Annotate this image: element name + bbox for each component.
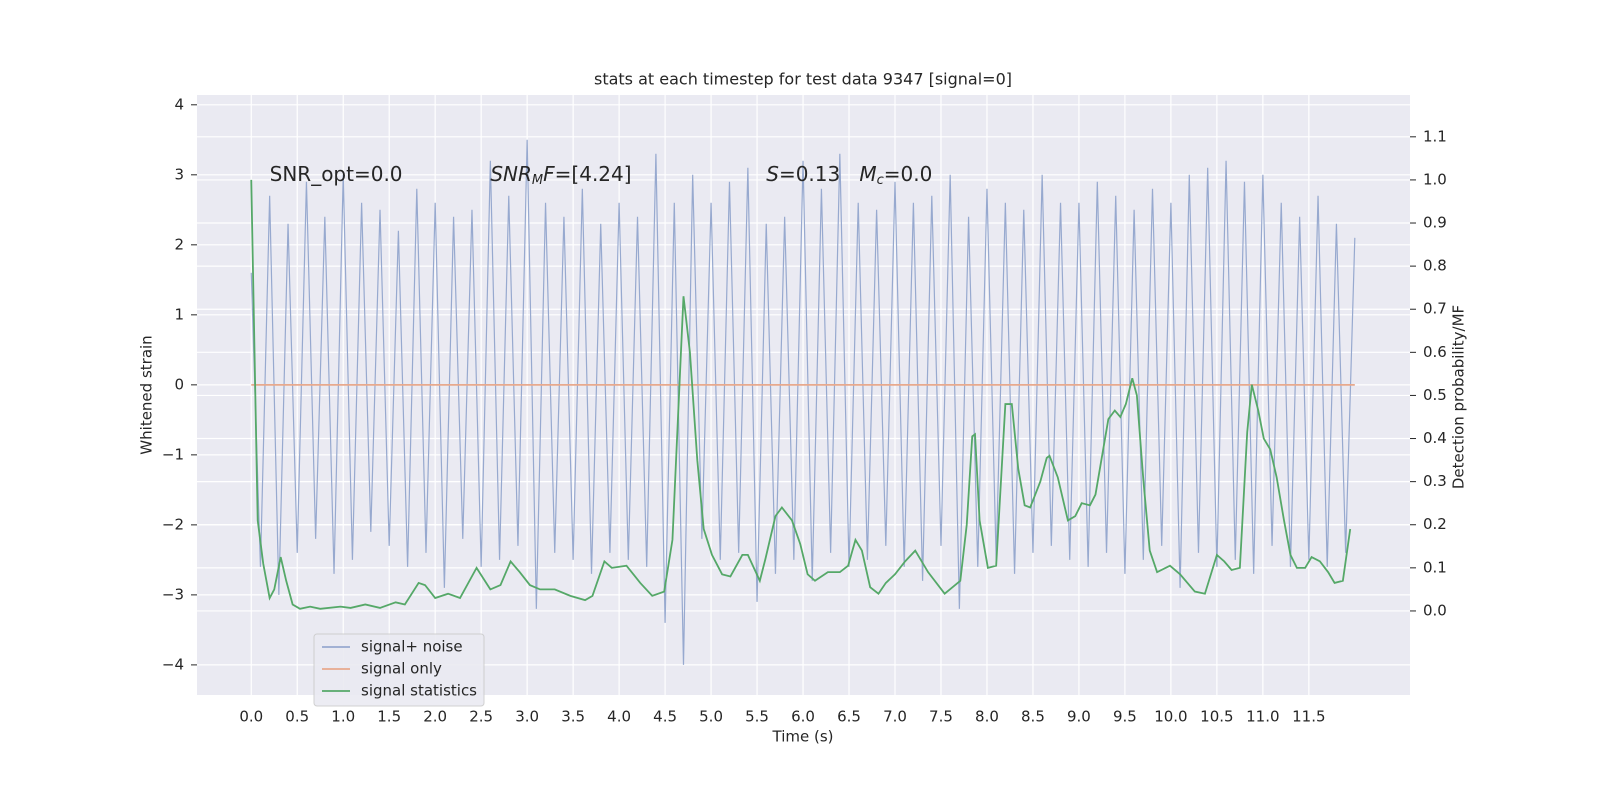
y2-tick-label: 0.8 [1423,257,1447,275]
y2-tick-label: 1.0 [1423,170,1447,188]
x-tick-label: 1.5 [377,708,401,726]
x-tick-label: 9.5 [1113,708,1137,726]
x-tick-label: 8.5 [1021,708,1045,726]
annotation: SNR_opt=0.0 [270,161,403,185]
y2-tick-label: 0.9 [1423,214,1447,232]
annotation-part: =0.0 [884,161,933,185]
annotation-part: F [543,161,555,185]
annotation-part: SNR [490,161,532,185]
x-tick-label: 3.0 [515,708,539,726]
x-tick-label: 7.5 [929,708,953,726]
y-tick-label: 0 [174,375,184,393]
x-tick-label: 5.0 [699,708,723,726]
x-tick-label: 6.0 [791,708,815,726]
y-tick-label: 3 [174,165,184,183]
y-tick-label: 4 [174,95,184,113]
x-tick-label: 7.0 [883,708,907,726]
series-line [250,179,1352,610]
y2-tick-label: 0.7 [1423,300,1447,318]
x-tick-label: 6.5 [837,708,861,726]
y-tick-label: −2 [162,515,184,533]
y2-tick-label: 0.3 [1423,472,1447,490]
y2-tick-label: 0.2 [1423,515,1447,533]
x-tick-label: 0.5 [285,708,309,726]
annotation-part: S [766,161,779,185]
series-line [250,139,1356,665]
annotation-part: M [532,172,543,187]
axes: 0.0 0.5 1.0 1.5 2.0 2.5 3.0 3.5 4.0 4.5 5.0 5.5 6.0 6… [162,95,1447,725]
legend-label: signal+ noise [361,638,463,656]
legend: signal+ noise signal only signal statistic… [313,633,485,707]
x-tick-label: 2.0 [423,708,447,726]
y-axis-label: Whitened strain [138,335,156,454]
x-tick-label: 5.5 [745,708,769,726]
x-tick-label: 4.5 [653,708,677,726]
legend-box [313,633,485,707]
y-tick-label: 1 [174,305,184,323]
y2-tick-label: 0.6 [1423,343,1447,361]
x-tick-label: 9.0 [1067,708,1091,726]
x-tick-label: 10.5 [1200,708,1233,726]
x-tick-label: 2.5 [469,708,493,726]
legend-label: signal statistics [361,682,477,700]
chart-title: stats at each timestep for test data 934… [594,70,1012,89]
x-tick-label: 3.5 [561,708,585,726]
annotation-part: c [877,172,884,187]
annotation-part: =[4.24] [555,161,632,185]
x-tick-label: 0.0 [239,708,263,726]
x-tick-label: 11.0 [1246,708,1279,726]
annotation-part: M [859,161,876,185]
y-tick-label: −3 [162,585,184,603]
y-tick-label: −4 [162,655,184,673]
y2-tick-label: 1.1 [1423,127,1447,145]
annotation-part: SNR_opt=0.0 [270,161,403,185]
y2-axis-label: Detection probability/MF [1450,305,1468,489]
y2-tick-label: 0.0 [1423,601,1447,619]
y-tick-label: −1 [162,445,184,463]
y2-tick-label: 0.5 [1423,386,1447,404]
x-axis-label: Time (s) [772,728,834,746]
legend-label: signal only [361,660,442,678]
y2-tick-label: 0.4 [1423,429,1447,447]
x-tick-label: 4.0 [607,708,631,726]
x-tick-label: 11.5 [1292,708,1325,726]
plot [250,139,1356,665]
y-tick-label: 2 [174,235,184,253]
annotation: SNRMF=[4.24] [490,161,631,187]
annotation-part: =0.13 [779,161,859,185]
x-tick-label: 10.0 [1154,708,1187,726]
x-tick-label: 8.0 [975,708,999,726]
annotation: S=0.13 Mc=0.0 [766,161,932,187]
x-tick-label: 1.0 [331,708,355,726]
y2-tick-label: 0.1 [1423,558,1447,576]
